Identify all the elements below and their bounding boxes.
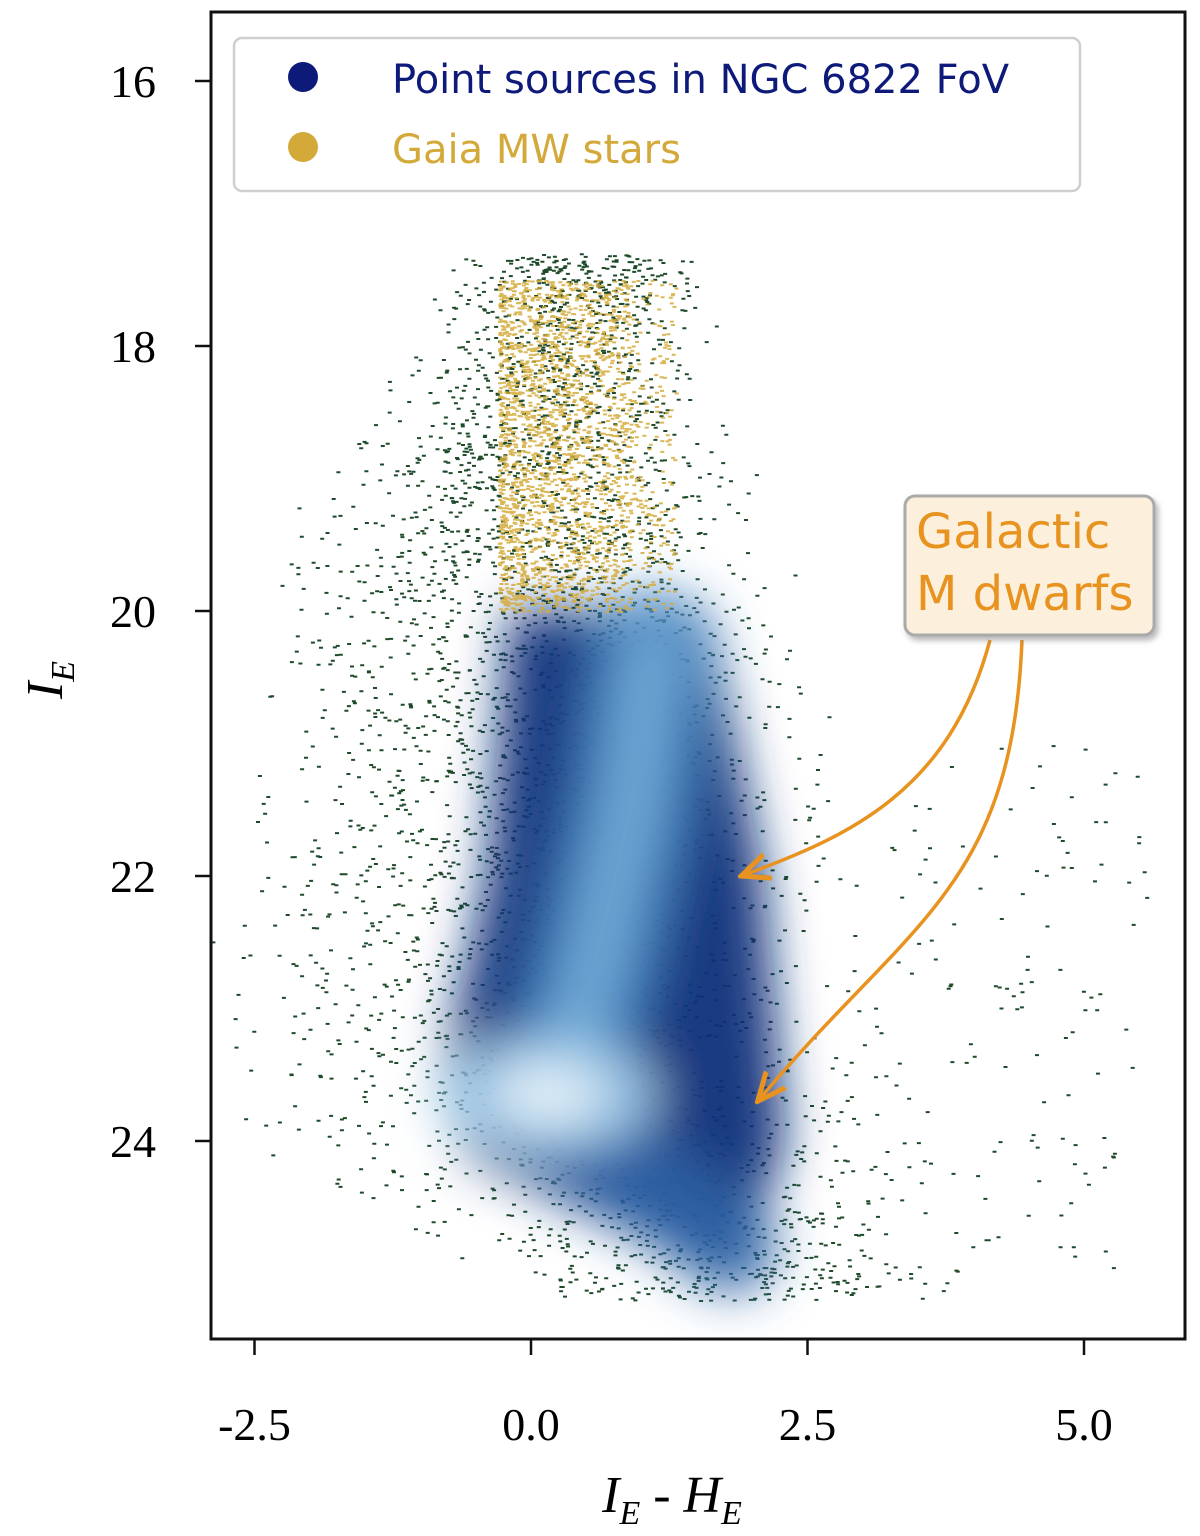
x-axis-label-main: I (601, 1467, 622, 1524)
legend-label-gaia: Gaia MW stars (392, 127, 681, 173)
x-axis-label-main2: H (683, 1467, 724, 1524)
x-tick-label: 0.0 (502, 1399, 560, 1450)
gaia-points (497, 279, 679, 613)
x-axis-label-sep: - (640, 1467, 683, 1524)
y-axis-label-main: I (17, 679, 74, 700)
y-axis-ticks: 16 18 20 22 24 (110, 56, 211, 1167)
annotation-arrow-lower (758, 639, 1024, 1101)
annotation-m-dwarfs: Galactic M dwarfs (741, 494, 1156, 1101)
legend: Point sources in NGC 6822 FoV Gaia MW st… (232, 36, 1082, 193)
point-scatter (211, 253, 1150, 1302)
annotation-line-1: Galactic (916, 504, 1110, 560)
legend-box (232, 36, 1082, 193)
annotation-line-2: M dwarfs (916, 566, 1133, 622)
x-tick-label: -2.5 (218, 1399, 291, 1450)
y-tick-label: 16 (110, 56, 156, 107)
density-peak-core (492, 1064, 603, 1125)
legend-marker-gaia (288, 132, 318, 162)
gaia-star-points (497, 279, 679, 613)
sequence-core (536, 623, 681, 1103)
y-tick-label: 24 (110, 1116, 156, 1167)
annotation-arrow-upper (741, 639, 992, 876)
annotation-box (903, 494, 1156, 637)
x-axis-label: IE - HE (601, 1467, 742, 1532)
y-axis-label-sub: E (45, 661, 82, 683)
x-axis-ticks: -2.5 0.0 2.5 5.0 (218, 1339, 1113, 1450)
legend-label-ngc: Point sources in NGC 6822 FoV (392, 57, 1010, 103)
y-tick-label: 18 (110, 321, 156, 372)
x-axis-label-sub: E (618, 1495, 640, 1532)
y-axis-label: IE (17, 661, 82, 700)
axes-frame (209, 10, 1187, 1341)
x-axis-label-sub2: E (720, 1495, 742, 1532)
x-tick-label: 5.0 (1055, 1399, 1113, 1450)
scatter-points (211, 253, 1150, 1302)
y-tick-label: 22 (110, 851, 156, 902)
legend-marker-ngc (288, 62, 318, 92)
y-tick-label: 20 (110, 586, 156, 637)
density-core (437, 590, 786, 1295)
x-tick-label: 2.5 (779, 1399, 837, 1450)
